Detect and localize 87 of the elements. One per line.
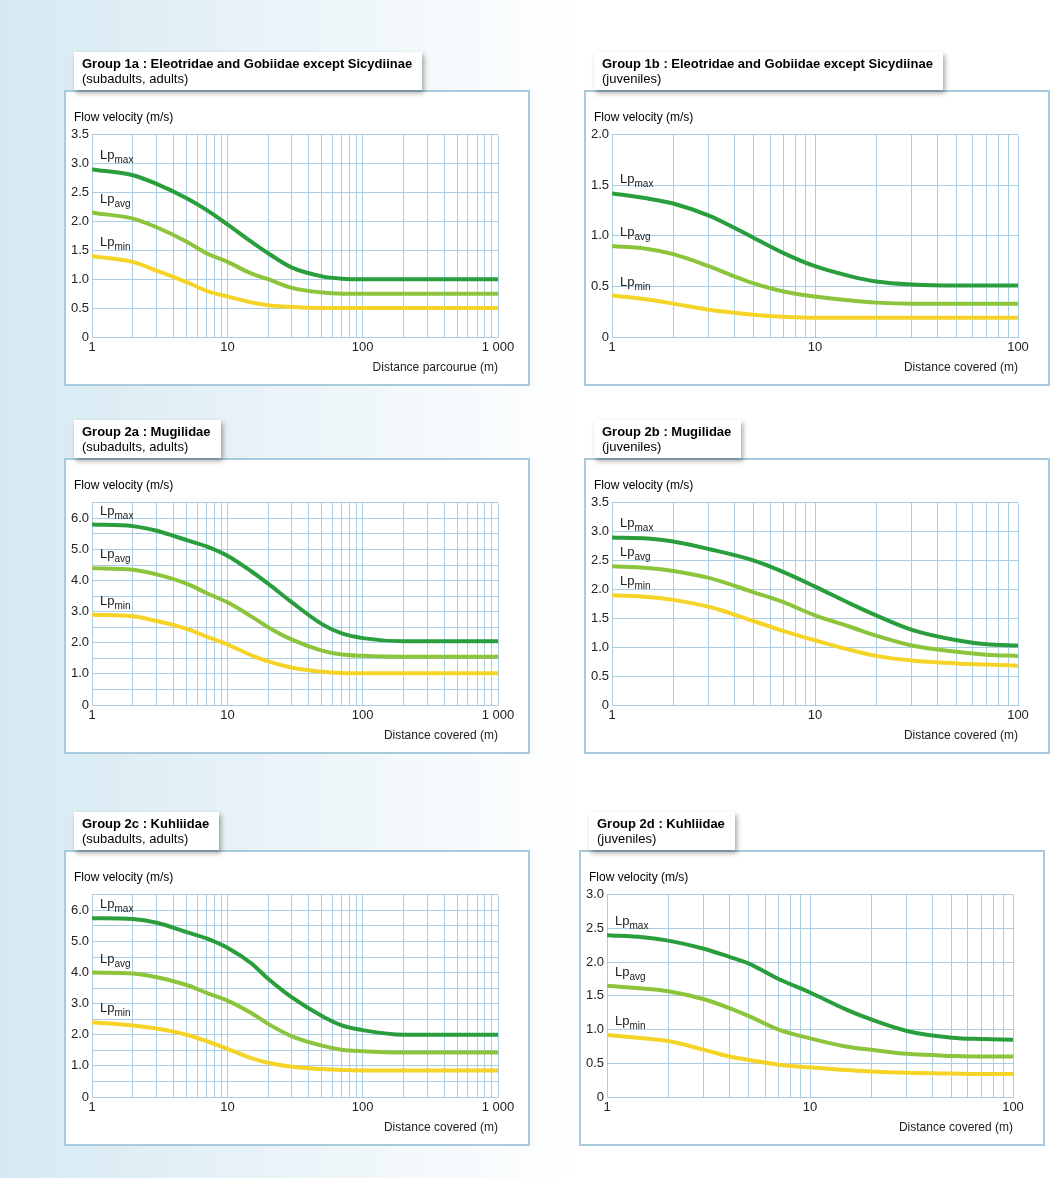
y-tick-label: 2.5 — [590, 552, 610, 568]
y-tick-label: 2.0 — [590, 126, 610, 142]
chart-subtitle: (subadults, adults) — [82, 831, 189, 846]
chart-title: Group 2b : Mugilidae — [602, 424, 732, 439]
y-tick-label: 6.0 — [70, 509, 90, 525]
x-tick-label: 100 — [1007, 707, 1029, 723]
y-tick-label: 0.5 — [590, 667, 610, 683]
chart-subtitle: (juveniles) — [602, 439, 662, 454]
y-tick-label: 0 — [81, 1088, 90, 1104]
y-tick-label: 2.0 — [585, 953, 605, 969]
x-axis-title: Distance parcourue (m) — [372, 360, 498, 375]
x-tick-label: 1 000 — [481, 707, 515, 723]
y-tick-label: 0 — [601, 328, 610, 344]
y-tick-label: 1.5 — [590, 609, 610, 625]
x-tick-label: 10 — [807, 707, 823, 723]
chart-title: Group 2a : Mugilidae — [82, 424, 211, 439]
x-tick-label: 100 — [351, 1099, 374, 1115]
y-tick-label: 6.0 — [70, 901, 90, 917]
x-tick-label: 100 — [1002, 1099, 1024, 1115]
y-tick-label: 2.0 — [70, 1026, 90, 1042]
y-axis-title: Flow velocity (m/s) — [74, 110, 174, 124]
x-tick-label: 10 — [220, 707, 235, 723]
x-tick-label: 100 — [351, 707, 374, 723]
x-tick-label: 1 — [608, 707, 616, 723]
y-tick-label: 0 — [601, 696, 610, 712]
y-tick-label: 3.0 — [70, 603, 90, 619]
y-tick-label: 1.0 — [70, 665, 90, 681]
x-axis-title: Distance covered (m) — [383, 1120, 498, 1135]
x-axis-title: Distance covered (m) — [903, 728, 1018, 743]
x-tick-label: 100 — [1007, 339, 1029, 355]
y-tick-label: 4.0 — [70, 572, 90, 588]
y-tick-label: 0.5 — [590, 278, 610, 294]
x-tick-label: 10 — [220, 1099, 235, 1115]
y-tick-label: 2.5 — [585, 920, 605, 936]
chart-title: Group 1a : Eleotridae and Gobiidae except Sicydiinae — [82, 56, 413, 71]
y-tick-label: 1.0 — [585, 1021, 605, 1037]
y-axis-title: Flow velocity (m/s) — [589, 870, 689, 884]
y-tick-label: 1.5 — [585, 987, 605, 1003]
y-tick-label: 1.5 — [70, 241, 90, 257]
y-tick-label: 2.0 — [70, 213, 90, 229]
y-tick-label: 1.5 — [590, 176, 610, 192]
chart-subtitle: (juveniles) — [602, 71, 662, 86]
y-tick-label: 3.0 — [585, 886, 605, 902]
x-tick-label: 10 — [807, 339, 823, 355]
y-tick-label: 3.0 — [70, 995, 90, 1011]
y-tick-label: 0 — [596, 1088, 605, 1104]
y-tick-label: 5.0 — [70, 933, 90, 949]
chart-subtitle: (juveniles) — [597, 831, 657, 846]
chart-title: Group 1b : Eleotridae and Gobiidae except Sicydiinae — [602, 56, 933, 71]
y-tick-label: 2.0 — [70, 634, 90, 650]
y-axis-title: Flow velocity (m/s) — [74, 478, 174, 492]
x-tick-label: 100 — [351, 339, 374, 355]
y-tick-label: 5.0 — [70, 541, 90, 557]
y-tick-label: 3.5 — [590, 494, 610, 510]
y-axis-title: Flow velocity (m/s) — [594, 110, 694, 124]
y-tick-label: 4.0 — [70, 964, 90, 980]
y-tick-label: 0 — [81, 328, 90, 344]
x-tick-label: 1 — [88, 707, 96, 723]
y-tick-label: 3.0 — [70, 155, 90, 171]
chart-title: Group 2c : Kuhliidae — [82, 816, 210, 831]
y-tick-label: 0 — [81, 696, 90, 712]
x-tick-label: 10 — [802, 1099, 818, 1115]
y-tick-label: 2.5 — [70, 184, 90, 200]
x-tick-label: 1 000 — [481, 339, 515, 355]
y-tick-label: 0.5 — [70, 299, 90, 315]
x-axis-title: Distance covered (m) — [898, 1120, 1013, 1135]
x-tick-label: 10 — [220, 339, 235, 355]
y-tick-label: 2.0 — [590, 581, 610, 597]
y-tick-label: 1.0 — [590, 638, 610, 654]
y-axis-title: Flow velocity (m/s) — [74, 870, 174, 884]
y-tick-label: 3.0 — [590, 523, 610, 539]
x-tick-label: 1 — [88, 339, 96, 355]
chart-subtitle: (subadults, adults) — [82, 71, 189, 86]
x-axis-title: Distance covered (m) — [903, 360, 1018, 375]
y-tick-label: 1.0 — [70, 1057, 90, 1073]
chart-subtitle: (subadults, adults) — [82, 439, 189, 454]
x-axis-title: Distance covered (m) — [383, 728, 498, 743]
x-tick-label: 1 — [608, 339, 616, 355]
y-tick-label: 1.0 — [70, 270, 90, 286]
y-axis-title: Flow velocity (m/s) — [594, 478, 694, 492]
x-tick-label: 1 000 — [481, 1099, 515, 1115]
y-tick-label: 3.5 — [70, 126, 90, 142]
x-tick-label: 1 — [603, 1099, 611, 1115]
y-tick-label: 1.0 — [590, 227, 610, 243]
x-tick-label: 1 — [88, 1099, 96, 1115]
chart-title: Group 2d : Kuhliidae — [597, 816, 725, 831]
y-tick-label: 0.5 — [585, 1054, 605, 1070]
